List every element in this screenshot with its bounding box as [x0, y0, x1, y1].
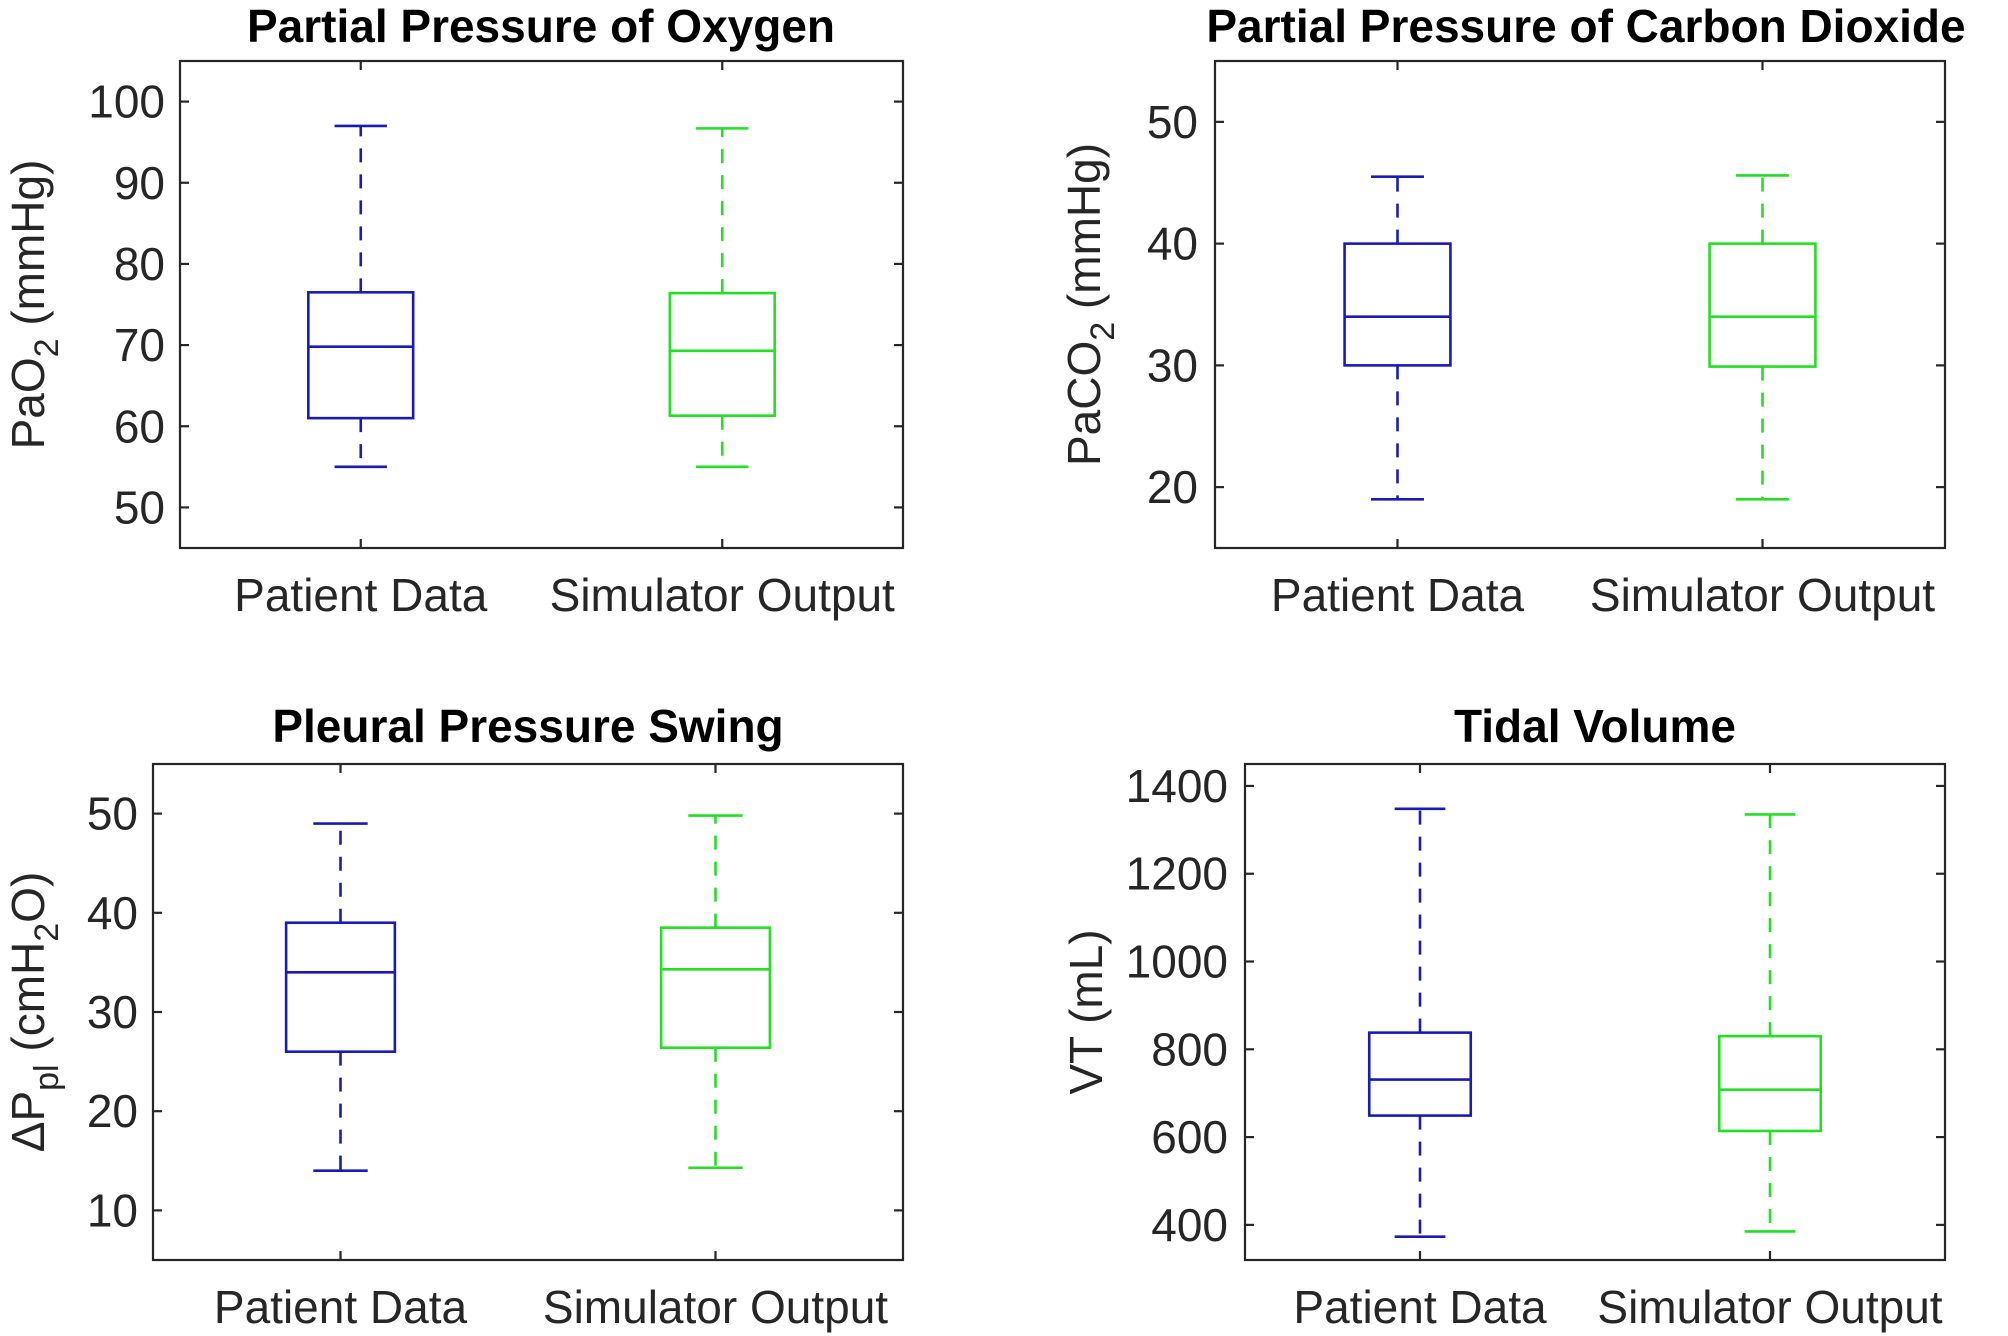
- y-tick-label: 20: [1147, 461, 1198, 513]
- y-axis-label: VT (mL): [1060, 929, 1112, 1094]
- y-axis-label: ΔPpl (cmH2O): [2, 872, 66, 1153]
- axes: 400 600 800 1000 1200 1400 Patient Data Simulat…: [1126, 760, 1947, 1333]
- y-axis-label: PaCO2 (mmHg): [1058, 143, 1122, 466]
- box-simulator-output: [668, 127, 776, 469]
- interquartile-box: [1717, 1034, 1823, 1133]
- y-tick-label: 90: [114, 157, 165, 209]
- y-axis-label-unit: (mmHg): [1058, 143, 1110, 322]
- axes-frame: [178, 59, 905, 550]
- y-axis-label-main: PaO: [2, 357, 54, 449]
- axes: 20 30 40 50 Patient Data Simulator Output: [1147, 59, 1947, 621]
- y-tick-label: 800: [1151, 1023, 1228, 1075]
- chart-title: Partial Pressure of Carbon Dioxide: [1206, 0, 1965, 52]
- box-patient-data: [284, 822, 397, 1173]
- y-axis-label-unit: O): [2, 872, 54, 923]
- interquartile-box: [659, 926, 772, 1050]
- box-patient-data: [1367, 807, 1473, 1239]
- y-axis-label: PaO2 (mmHg): [2, 160, 66, 450]
- y-tick-label: 40: [87, 887, 138, 939]
- interquartile-box: [1367, 1031, 1473, 1117]
- x-tick-label: Simulator Output: [543, 1281, 888, 1333]
- x-tick-label: Simulator Output: [1590, 569, 1935, 621]
- y-tick-label: 50: [1147, 96, 1198, 148]
- y-tick-label: 1000: [1126, 936, 1228, 988]
- y-tick-label: 400: [1151, 1199, 1228, 1251]
- y-tick-label: 1400: [1126, 760, 1228, 812]
- interquartile-box: [1343, 242, 1452, 367]
- panel-partial-pressure-carbon-dioxide: 20 30 40 50 Patient Data Simulator Output Part…: [1058, 0, 1966, 621]
- x-tick-label: Patient Data: [214, 1281, 468, 1333]
- axes: 10 20 30 40 50 Patient Data Simulator Output: [87, 762, 905, 1333]
- x-tick-label: Simulator Output: [1597, 1281, 1942, 1333]
- chart-title: Tidal Volume: [1454, 700, 1736, 752]
- y-axis-label-subscript: 2: [28, 923, 66, 942]
- box-simulator-output: [1717, 813, 1823, 1233]
- y-tick-label: 50: [87, 788, 138, 840]
- interquartile-box: [668, 291, 776, 417]
- panel-tidal-volume: 400 600 800 1000 1200 1400 Patient Data Simulat…: [1060, 700, 1947, 1333]
- y-axis-label-main: VT: [1060, 1036, 1112, 1095]
- y-tick-label: 30: [1147, 339, 1198, 391]
- y-tick-label: 40: [1147, 218, 1198, 270]
- y-tick-label: 600: [1151, 1111, 1228, 1163]
- box-patient-data: [1343, 175, 1452, 501]
- x-tick-label: Patient Data: [1293, 1281, 1547, 1333]
- chart-title: Pleural Pressure Swing: [272, 700, 783, 752]
- interquartile-box: [284, 921, 397, 1053]
- interquartile-box: [1708, 242, 1817, 368]
- panel-partial-pressure-oxygen: 50 60 70 80 90 100 Patient Data Simulator Outpu…: [2, 0, 905, 621]
- axes: 50 60 70 80 90 100 Patient Data Simulator Outpu…: [88, 59, 905, 621]
- y-axis-label-unit: (mmHg): [2, 160, 54, 339]
- axes-frame: [151, 762, 905, 1262]
- box-simulator-output: [1708, 174, 1817, 501]
- y-tick-label: 80: [114, 238, 165, 290]
- y-axis-label-subscript: 2: [28, 338, 66, 357]
- x-tick-label: Patient Data: [1271, 569, 1525, 621]
- x-tick-label: Patient Data: [234, 569, 488, 621]
- y-axis-label-unit: (mL): [1060, 929, 1112, 1036]
- panel-pleural-pressure-swing: 10 20 30 40 50 Patient Data Simulator Output Pl…: [2, 700, 905, 1333]
- y-tick-label: 10: [87, 1184, 138, 1236]
- y-tick-label: 1200: [1126, 848, 1228, 900]
- y-axis-label-subscript: pl: [28, 1064, 66, 1090]
- y-tick-label: 70: [114, 319, 165, 371]
- x-tick-label: Simulator Output: [550, 569, 895, 621]
- y-tick-label: 30: [87, 986, 138, 1038]
- axes-frame: [1213, 59, 1947, 550]
- y-tick-label: 20: [87, 1085, 138, 1137]
- chart-title: Partial Pressure of Oxygen: [247, 0, 835, 52]
- y-tick-label: 100: [88, 76, 165, 128]
- y-axis-label-main: ΔP: [2, 1091, 54, 1152]
- y-axis-label-main: PaCO: [1058, 341, 1110, 466]
- box-simulator-output: [659, 814, 772, 1170]
- y-axis-label-unit: (cmH: [2, 942, 54, 1065]
- box-patient-data: [307, 124, 415, 469]
- y-tick-label: 50: [114, 481, 165, 533]
- y-tick-label: 60: [114, 400, 165, 452]
- interquartile-box: [307, 291, 415, 420]
- axes-frame: [1243, 762, 1947, 1262]
- y-axis-label-subscript: 2: [1084, 322, 1122, 341]
